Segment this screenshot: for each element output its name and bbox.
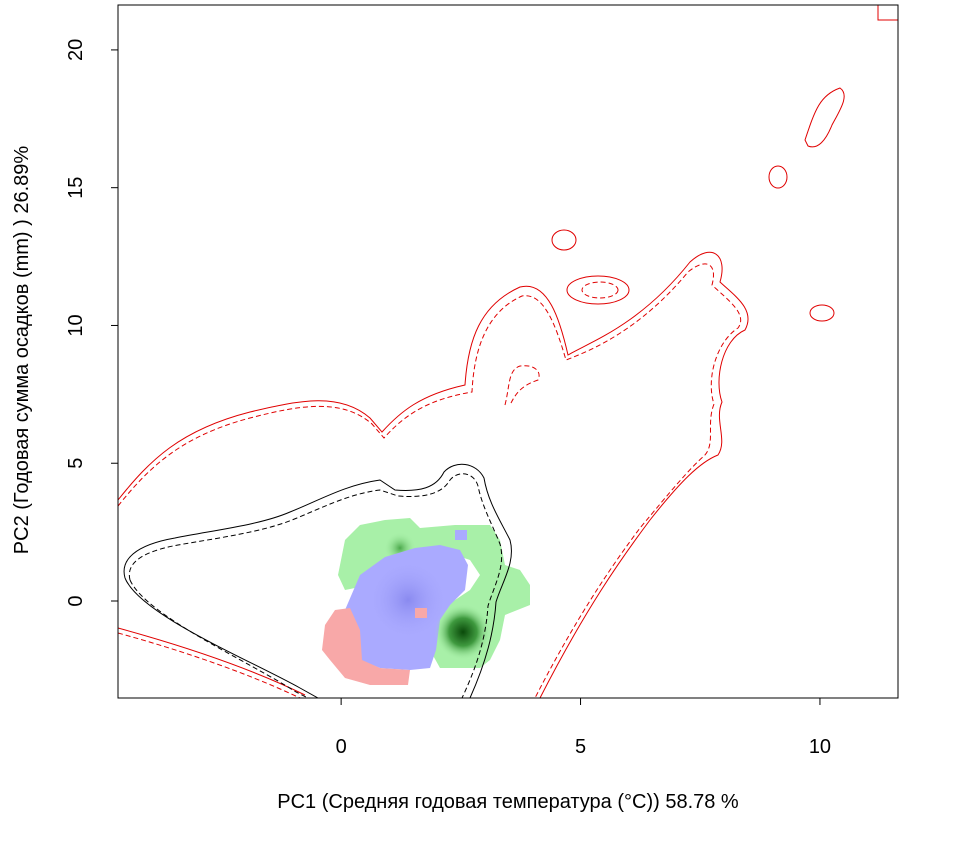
density-blue-cell — [455, 530, 467, 540]
contour-red — [804, 87, 845, 148]
contour-red-dashed — [118, 263, 741, 698]
contour-red — [118, 251, 749, 698]
x-tick-label: 5 — [575, 736, 586, 758]
contour-red — [551, 229, 577, 251]
y-tick-label: 20 — [65, 39, 87, 61]
x-tick-label: 10 — [809, 736, 831, 758]
y-tick-label: 0 — [65, 595, 87, 606]
contour-black-dashed — [129, 579, 309, 698]
contour-red — [877, 5, 898, 21]
y-tick-label: 15 — [65, 177, 87, 199]
contour-red — [768, 165, 788, 189]
y-tick-label: 5 — [65, 458, 87, 469]
contour-black — [124, 577, 319, 698]
x-axis-label: PC1 (Средняя годовая температура (°C)) 5… — [277, 791, 739, 813]
y-tick-label: 10 — [65, 314, 87, 336]
density-red — [322, 608, 410, 685]
plot-area — [118, 5, 898, 698]
density-peak — [435, 604, 491, 660]
contour-red-dashed — [118, 632, 301, 698]
x-tick-label: 0 — [336, 736, 347, 758]
contour-black-dashed — [128, 473, 503, 698]
contour-red — [118, 627, 306, 696]
contour-black — [123, 463, 512, 698]
contour-red-dashed — [504, 365, 540, 406]
y-axis-label: PC2 (Годовая сумма осадков (mm) ) 26.89% — [11, 146, 33, 555]
density-blue-core — [368, 560, 448, 640]
contour-red — [809, 304, 835, 322]
plot-frame — [117, 4, 899, 699]
density-red-cell — [415, 608, 427, 618]
contour-red — [566, 275, 630, 305]
contour-red-dashed — [581, 281, 619, 299]
